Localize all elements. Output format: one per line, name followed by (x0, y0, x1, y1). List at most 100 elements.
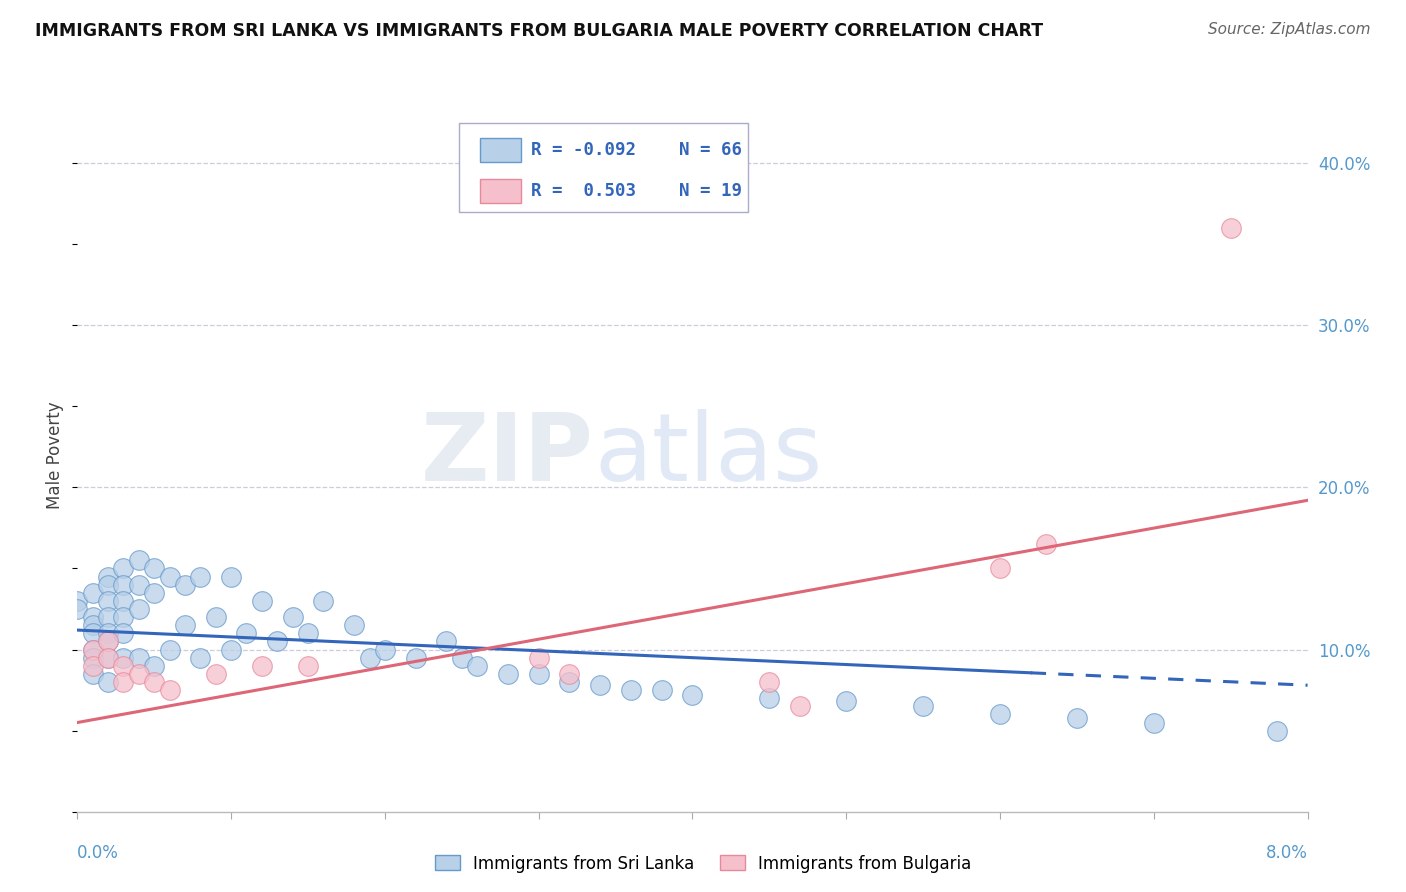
Point (66, 602, 89, 616)
Point (159, 683, 181, 698)
Point (82, 610, 104, 624)
Point (97, 634, 120, 648)
Point (97, 569, 120, 583)
Point (128, 650, 150, 665)
Point (527, 650, 550, 665)
Point (620, 683, 643, 698)
Point (589, 678, 612, 692)
Point (82, 642, 104, 657)
Point (235, 626, 257, 640)
Legend: Immigrants from Sri Lanka, Immigrants from Bulgaria: Immigrants from Sri Lanka, Immigrants fr… (429, 848, 977, 880)
Text: ZIP: ZIP (422, 409, 595, 501)
Point (1219, 220, 1241, 235)
Point (266, 634, 288, 648)
Point (112, 650, 135, 665)
Point (82, 666, 104, 681)
Point (159, 642, 181, 657)
Text: 8.0%: 8.0% (1265, 844, 1308, 862)
Point (82, 626, 104, 640)
Point (988, 561, 1011, 575)
Point (835, 694, 858, 708)
Point (143, 586, 166, 600)
Point (112, 610, 135, 624)
Point (174, 618, 197, 632)
Point (128, 602, 150, 616)
Point (82, 650, 104, 665)
Point (190, 650, 212, 665)
Point (82, 586, 104, 600)
Point (97, 610, 120, 624)
Point (97, 577, 120, 591)
Point (558, 675, 581, 690)
Text: N = 19: N = 19 (679, 182, 742, 200)
Point (374, 642, 396, 657)
Point (405, 650, 427, 665)
Text: R = -0.092: R = -0.092 (531, 141, 637, 159)
Point (204, 610, 226, 624)
Point (496, 666, 519, 681)
Point (143, 561, 166, 575)
Point (312, 594, 335, 608)
Point (128, 666, 150, 681)
Point (82, 658, 104, 673)
Point (97, 594, 120, 608)
Point (758, 691, 780, 706)
Point (527, 666, 550, 681)
Point (465, 658, 488, 673)
Point (112, 594, 135, 608)
Point (281, 610, 304, 624)
Point (112, 675, 135, 690)
FancyBboxPatch shape (479, 137, 522, 161)
Point (97, 626, 120, 640)
Point (651, 683, 673, 698)
Point (297, 658, 319, 673)
Text: IMMIGRANTS FROM SRI LANKA VS IMMIGRANTS FROM BULGARIA MALE POVERTY CORRELATION C: IMMIGRANTS FROM SRI LANKA VS IMMIGRANTS … (35, 22, 1043, 40)
Point (758, 675, 780, 690)
Point (143, 658, 166, 673)
Point (97, 650, 120, 665)
Point (159, 569, 181, 583)
Point (988, 707, 1011, 722)
Point (1066, 711, 1088, 725)
Point (219, 642, 242, 657)
Point (1035, 537, 1057, 551)
Point (558, 666, 581, 681)
Point (97, 650, 120, 665)
Y-axis label: Male Poverty: Male Poverty (46, 401, 65, 508)
Point (112, 626, 135, 640)
Point (82, 642, 104, 657)
Point (97, 675, 120, 690)
Point (112, 561, 135, 575)
Point (682, 688, 704, 702)
Point (204, 666, 226, 681)
Point (912, 699, 935, 714)
Text: atlas: atlas (595, 409, 823, 501)
Point (789, 699, 811, 714)
Point (250, 594, 273, 608)
FancyBboxPatch shape (479, 178, 522, 202)
Point (128, 553, 150, 567)
Point (143, 675, 166, 690)
Point (297, 626, 319, 640)
Point (250, 658, 273, 673)
Text: N = 66: N = 66 (679, 141, 742, 159)
Point (1265, 723, 1288, 738)
Point (190, 569, 212, 583)
Text: Source: ZipAtlas.com: Source: ZipAtlas.com (1208, 22, 1371, 37)
Point (1143, 715, 1166, 730)
Point (343, 618, 366, 632)
Point (450, 650, 472, 665)
FancyBboxPatch shape (458, 123, 748, 212)
Point (174, 577, 197, 591)
Point (128, 577, 150, 591)
Point (66, 594, 89, 608)
Point (436, 634, 458, 648)
Point (219, 569, 242, 583)
Point (359, 650, 381, 665)
Point (82, 618, 104, 632)
Text: 0.0%: 0.0% (77, 844, 120, 862)
Point (112, 658, 135, 673)
Text: R =  0.503: R = 0.503 (531, 182, 637, 200)
Point (112, 577, 135, 591)
Point (97, 634, 120, 648)
